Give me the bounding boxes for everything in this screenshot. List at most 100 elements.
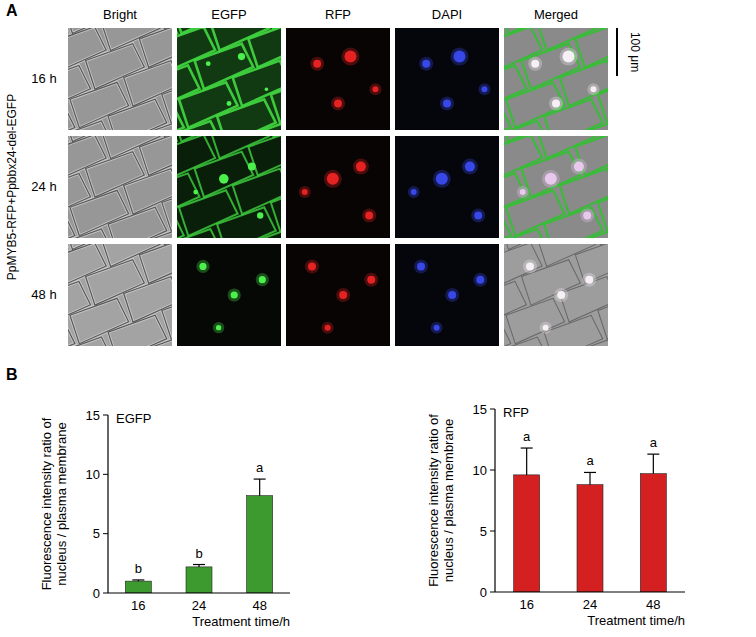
- column-header: RFP: [325, 7, 351, 22]
- cell-outline: [535, 28, 596, 50]
- nucleus-glow: [431, 322, 443, 334]
- nucleus: [526, 262, 534, 270]
- error-stem: [259, 479, 260, 496]
- cell-pattern: [68, 136, 172, 238]
- cell-pattern: [68, 28, 172, 130]
- significance-letter: b: [135, 561, 142, 576]
- nucleus-glow: [559, 48, 577, 66]
- nucleus-glow: [445, 288, 459, 302]
- cell-outline: [99, 28, 160, 50]
- y-tick-label: 10: [86, 467, 100, 482]
- cell-outline: [253, 222, 281, 238]
- cell-outline: [542, 97, 603, 130]
- cell-outline: [144, 114, 172, 130]
- nucleus: [583, 212, 591, 220]
- cell-outline: [504, 136, 505, 163]
- nucleus: [367, 276, 375, 284]
- error-cap: [647, 454, 659, 455]
- cell-outline: [68, 296, 129, 344]
- image-bg: [177, 136, 281, 238]
- row-label: 24 h: [31, 179, 56, 194]
- error-cap: [254, 478, 266, 479]
- cell-outline: [558, 58, 608, 106]
- nucleus: [238, 53, 245, 60]
- cell-outline: [144, 330, 172, 346]
- cell-outline: [106, 205, 167, 238]
- nucleus: [481, 86, 487, 92]
- image-bg: [286, 136, 390, 238]
- nucleus: [365, 212, 373, 220]
- nucleus-glow: [362, 209, 376, 223]
- nucleus: [557, 291, 565, 299]
- nucleus: [334, 99, 342, 107]
- error-stem: [653, 454, 654, 474]
- cell-outline: [177, 28, 178, 55]
- cell-pattern: [504, 136, 608, 238]
- cell-outline: [99, 28, 160, 50]
- x-axis: [495, 591, 685, 592]
- y-tick-label: 15: [86, 408, 100, 423]
- cell-outline: [106, 313, 167, 346]
- cell-outline: [504, 118, 550, 130]
- nucleus: [422, 60, 430, 68]
- significance-letter: a: [650, 435, 658, 450]
- image-bg: [177, 28, 281, 130]
- image-bg: [68, 136, 172, 238]
- micrograph: [177, 244, 281, 346]
- micrograph: [68, 136, 172, 238]
- y-axis-title: Fluorescence intensity ratio ofnucleus /…: [426, 414, 456, 587]
- nucleus-glow: [331, 96, 345, 110]
- cell-outline: [504, 188, 565, 236]
- nucleus: [453, 51, 465, 63]
- cell-outline: [535, 244, 596, 266]
- nucleus-glow: [587, 83, 599, 95]
- scale-bar: [616, 28, 618, 76]
- nucleus: [302, 189, 308, 195]
- x-tick-label: 24: [583, 597, 597, 612]
- significance-letter: a: [586, 453, 594, 468]
- cell-outline: [68, 226, 114, 238]
- image-bg: [395, 136, 499, 238]
- nucleus-glow: [450, 48, 468, 66]
- cell-outline: [177, 188, 238, 236]
- micrograph: [286, 28, 390, 130]
- nucleus: [193, 190, 198, 195]
- x-tick-label: 24: [192, 598, 206, 613]
- nucleus: [219, 174, 229, 184]
- nucleus: [257, 212, 263, 218]
- nucleus-glow: [473, 273, 487, 287]
- nucleus-glow: [414, 259, 428, 273]
- nucleus-glow: [433, 170, 451, 188]
- nucleus: [411, 189, 417, 195]
- x-tick-label: 48: [252, 598, 266, 613]
- nucleus-glow: [540, 322, 552, 334]
- cell-outline: [596, 291, 608, 339]
- micrograph: [177, 136, 281, 238]
- cell-outline: [144, 222, 172, 238]
- row-label: 48 h: [31, 287, 56, 302]
- cell-outline: [208, 136, 269, 158]
- cell-outline: [99, 136, 160, 158]
- cell-outline: [542, 97, 603, 130]
- cell-outline: [84, 41, 145, 89]
- nucleus-glow: [462, 159, 478, 175]
- cell-outline: [535, 28, 596, 50]
- nucleus-glow: [310, 57, 324, 71]
- nucleus: [344, 51, 356, 63]
- cell-outline: [504, 226, 550, 238]
- nucleus-glow: [305, 259, 319, 273]
- y-tick: [103, 415, 108, 416]
- image-bg: [504, 136, 608, 238]
- nucleus: [531, 60, 539, 68]
- nucleus: [325, 325, 331, 331]
- nucleus-glow: [369, 83, 381, 95]
- micrograph: [395, 28, 499, 130]
- cell-outline: [68, 188, 129, 236]
- cell-outline: [215, 205, 276, 238]
- nucleus: [552, 99, 560, 107]
- cell-outline: [520, 41, 581, 89]
- cell-outline: [542, 205, 603, 238]
- bar: [514, 475, 540, 592]
- plot-area: [125, 479, 272, 593]
- micrograph: [504, 136, 608, 238]
